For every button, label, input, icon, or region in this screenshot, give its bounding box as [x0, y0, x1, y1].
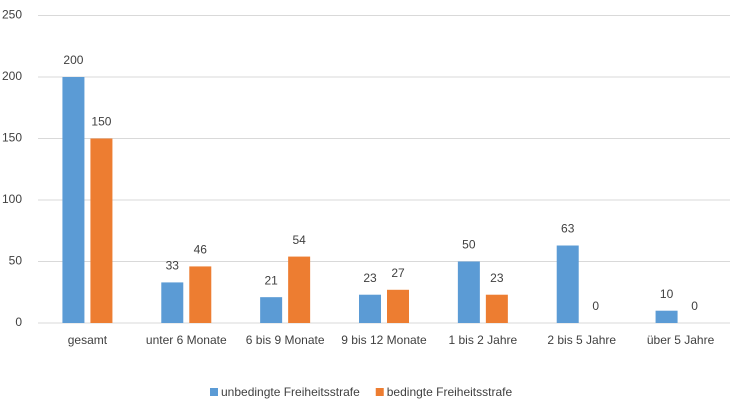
y-tick-label: 50 — [9, 254, 23, 268]
data-label: 23 — [490, 271, 504, 285]
bar — [288, 256, 311, 323]
x-tick-label: 6 bis 9 Monate — [246, 333, 325, 347]
bar — [62, 77, 85, 323]
data-label: 27 — [391, 266, 405, 280]
bar — [655, 310, 678, 323]
data-label: 0 — [592, 299, 599, 313]
bar — [161, 282, 184, 323]
data-label: 0 — [691, 299, 698, 313]
bar — [260, 297, 283, 323]
data-label: 10 — [660, 287, 674, 301]
x-tick-label: über 5 Jahre — [647, 333, 715, 347]
data-label: 150 — [91, 115, 111, 129]
data-label: 21 — [264, 273, 278, 287]
y-tick-label: 150 — [2, 131, 22, 145]
bar — [457, 261, 480, 323]
bar — [359, 294, 381, 323]
bar — [90, 138, 113, 323]
bar — [387, 289, 409, 323]
y-tick-label: 100 — [2, 192, 22, 206]
legend-swatch — [210, 388, 218, 396]
x-tick-label: gesamt — [68, 333, 108, 347]
data-label: 46 — [194, 243, 208, 257]
legend-label: unbedingte Freiheitsstrafe — [221, 385, 360, 399]
data-label: 200 — [63, 53, 83, 67]
y-tick-label: 0 — [15, 315, 22, 329]
legend-swatch — [375, 388, 384, 396]
data-label: 33 — [166, 259, 180, 273]
data-label: 63 — [561, 222, 575, 236]
bar — [485, 294, 508, 323]
bar — [189, 266, 212, 323]
legend-label: bedingte Freiheitsstrafe — [387, 385, 513, 399]
x-tick-label: 2 bis 5 Jahre — [547, 333, 616, 347]
data-label: 50 — [462, 238, 476, 252]
x-tick-label: 1 bis 2 Jahre — [448, 333, 517, 347]
y-tick-label: 250 — [2, 8, 22, 22]
data-label: 54 — [292, 233, 306, 247]
y-tick-label: 200 — [2, 69, 22, 83]
data-label: 23 — [363, 271, 377, 285]
x-tick-label: unter 6 Monate — [146, 333, 227, 347]
bar — [556, 245, 579, 323]
x-tick-label: 9 bis 12 Monate — [341, 333, 427, 347]
